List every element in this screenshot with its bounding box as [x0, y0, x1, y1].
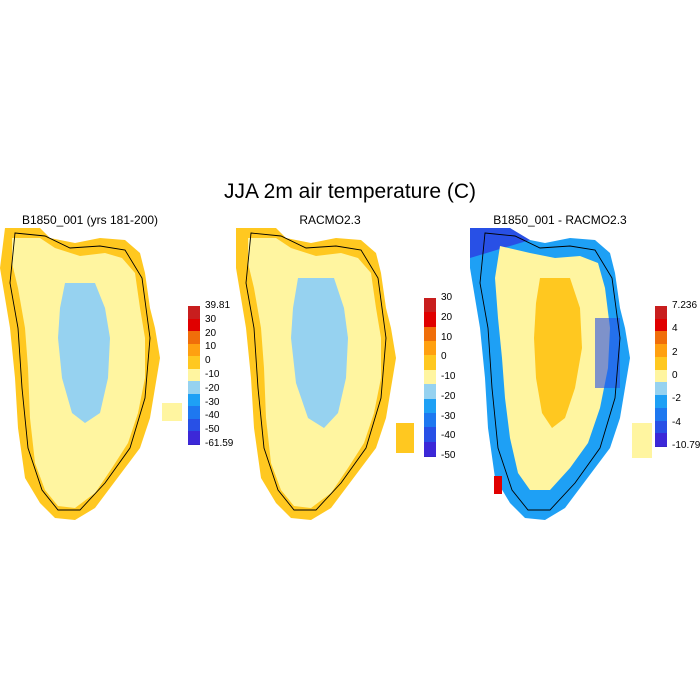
colorbar-tick-label: -40: [441, 430, 456, 442]
panel-3-title: B1850_001 - RACMO2.3: [493, 213, 627, 227]
colorbar-swatch: [188, 431, 200, 445]
colorbar-swatch: [424, 312, 436, 328]
colorbar-tick-label: -30: [205, 396, 220, 408]
colorbar-swatch: [188, 343, 200, 358]
colorbar-tick-label: 2: [672, 346, 678, 358]
colorbar-tick-label: 10: [441, 331, 453, 343]
panel-1-map: [0, 228, 185, 533]
colorbar-swatch: [424, 326, 436, 343]
colorbar-tick-label: 39.81: [205, 300, 231, 311]
colorbar-tick-label: 30: [441, 292, 453, 303]
greenland-shape: [0, 228, 182, 520]
colorbar-tick-label: -50: [205, 424, 220, 436]
colorbar-swatch: [188, 418, 200, 433]
colorbar-swatch: [655, 420, 667, 435]
colorbar-swatch: [424, 298, 436, 314]
colorbar-swatch: [655, 356, 667, 371]
colorbar-swatch: [655, 382, 667, 397]
colorbar-swatch: [424, 412, 436, 429]
colorbar-swatch: [424, 427, 436, 443]
panel-1-colorbar: 39.81 30 20 10 0 -10 -20 -30 -40 -50 -61.59: [188, 301, 248, 449]
colorbar-swatch: [424, 398, 436, 414]
colorbar-swatch: [188, 318, 200, 333]
colorbar-swatch: [188, 306, 200, 320]
colorbar-swatch: [655, 344, 667, 358]
colorbar-swatch: [655, 369, 667, 384]
colorbar-tick-label: -20: [205, 382, 220, 394]
colorbar-swatch: [188, 331, 200, 345]
colorbar-swatch: [655, 433, 667, 447]
colorbar-tick-label: -20: [441, 390, 456, 402]
colorbar-swatch: [188, 381, 200, 395]
panel-3-colorbar: 7.236 4 2 0 -2 -4 -10.791: [655, 301, 700, 451]
colorbar-swatch: [188, 356, 200, 370]
panel-2-map: [236, 228, 421, 533]
greenland-shape: [236, 228, 414, 520]
colorbar-tick-label: 0: [672, 370, 678, 381]
colorbar-swatch: [424, 369, 436, 386]
colorbar-tick-label: 30: [205, 313, 217, 325]
figure-title: JJA 2m air temperature (C): [223, 180, 477, 203]
colorbar-swatch: [655, 407, 667, 422]
colorbar-tick-label: -30: [441, 410, 456, 422]
colorbar-tick-label: -2: [672, 393, 681, 405]
colorbar-swatch: [424, 384, 436, 400]
panel-3-map: [470, 228, 655, 533]
colorbar-tick-label: 20: [441, 311, 453, 323]
colorbar-swatch: [424, 341, 436, 357]
colorbar-tick-label: -50: [441, 450, 456, 461]
colorbar-tick-label: -10: [205, 369, 220, 380]
colorbar-swatch: [655, 306, 667, 320]
colorbar-tick-label: 10: [205, 341, 217, 353]
colorbar-swatch: [188, 368, 200, 383]
colorbar-tick-label: 0: [441, 351, 447, 363]
greenland-shape: [470, 228, 652, 520]
colorbar-swatch: [188, 393, 200, 408]
colorbar-tick-label: 7.236: [672, 300, 698, 311]
colorbar-tick-label: -61.59: [205, 438, 234, 449]
colorbar-swatch: [424, 441, 436, 457]
colorbar-swatch: [424, 355, 436, 371]
colorbar-tick-label: 20: [205, 327, 217, 339]
colorbar-tick-label: 0: [205, 355, 211, 367]
colorbar-tick-label: -40: [205, 410, 220, 422]
panel-2-title: RACMO2.3: [299, 213, 361, 227]
colorbar-swatch: [655, 395, 667, 409]
colorbar-tick-label: 4: [672, 323, 678, 335]
panel-1-title: B1850_001 (yrs 181-200): [21, 213, 159, 227]
colorbar-tick-label: -10: [441, 371, 456, 382]
panel-2-colorbar: 30 20 10 0 -10 -20 -30 -40 -50: [424, 293, 484, 461]
colorbar-swatch: [188, 406, 200, 420]
colorbar-tick-label: -10.791: [672, 440, 700, 451]
colorbar-swatch: [655, 318, 667, 333]
colorbar-swatch: [655, 331, 667, 346]
colorbar-tick-label: -4: [672, 416, 681, 428]
